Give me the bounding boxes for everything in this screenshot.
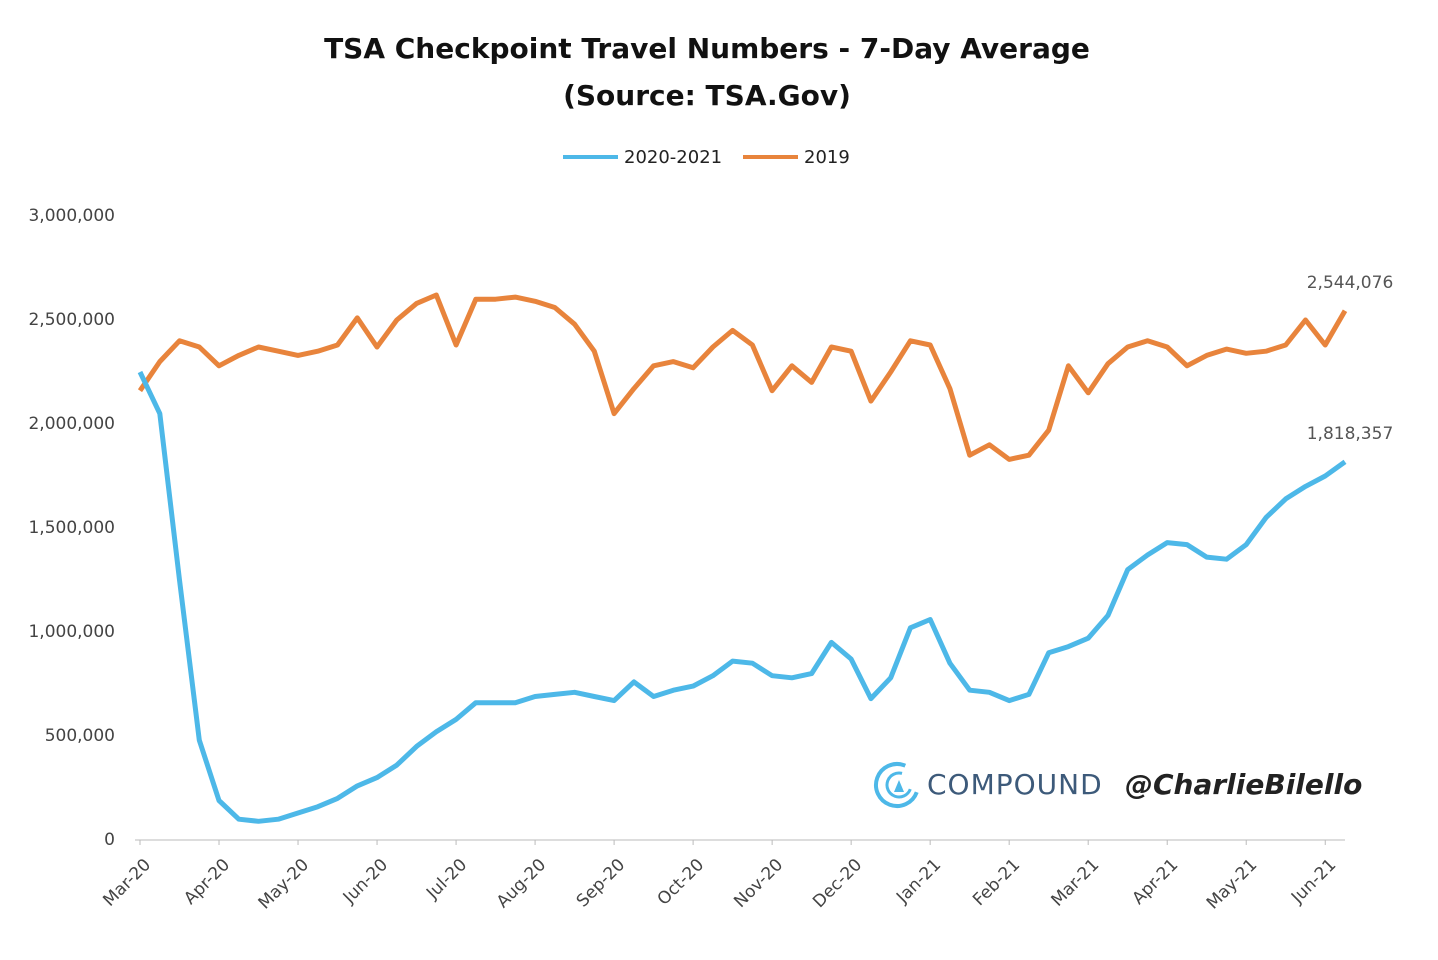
series-line	[137, 370, 1347, 824]
data-label: 2,544,076	[1307, 273, 1394, 293]
x-tick-label: Jul-20	[422, 855, 471, 904]
y-tick-label: 1,500,000	[28, 518, 115, 538]
x-tick-label: Mar-21	[1048, 855, 1104, 911]
x-tick-label: Oct-20	[654, 855, 709, 910]
x-tick-label: Feb-21	[969, 855, 1024, 910]
chart-title: TSA Checkpoint Travel Numbers - 7-Day Av…	[324, 32, 1090, 65]
x-tick-label: Mar-20	[99, 855, 155, 911]
y-tick-label: 500,000	[45, 726, 115, 746]
handle: @CharlieBilello	[1125, 768, 1362, 801]
x-tick-label: Nov-20	[730, 855, 787, 912]
series-line	[137, 292, 1348, 462]
x-tick-label: Apr-21	[1128, 855, 1182, 909]
y-tick-label: 3,000,000	[28, 206, 115, 226]
x-tick-label: Jan-21	[892, 855, 945, 908]
x-tick-label: Jun-20	[339, 855, 392, 908]
y-tick-label: 1,000,000	[28, 622, 115, 642]
brand: COMPOUND	[927, 768, 1103, 801]
legend-label: 2020-2021	[624, 147, 722, 168]
logo-ring	[874, 762, 920, 808]
x-tick-label: May-20	[255, 855, 313, 913]
x-tick-label: Dec-20	[809, 855, 866, 912]
data-label: 1,818,357	[1307, 424, 1394, 444]
chart-subtitle: (Source: TSA.Gov)	[563, 79, 851, 112]
x-tick-label: Jun-21	[1287, 855, 1340, 908]
x-tick-label: Apr-20	[180, 855, 234, 909]
legend-label: 2019	[804, 147, 850, 168]
y-tick-label: 2,500,000	[28, 310, 115, 330]
logo-mark	[894, 780, 904, 792]
y-tick-label: 2,000,000	[28, 414, 115, 434]
logo-inner	[885, 771, 913, 799]
watermark: COMPOUND @CharlieBilello	[874, 762, 1362, 808]
x-tick-label: Aug-20	[493, 855, 550, 912]
y-tick-label: 0	[104, 830, 115, 850]
x-tick-label: May-21	[1203, 855, 1261, 913]
x-tick-label: Sep-20	[573, 855, 629, 911]
